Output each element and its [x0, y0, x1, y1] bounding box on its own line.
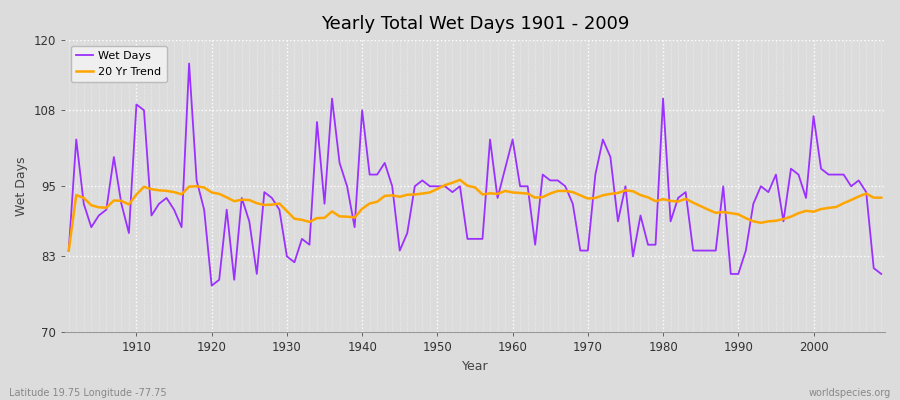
Text: worldspecies.org: worldspecies.org — [809, 388, 891, 398]
Text: Latitude 19.75 Longitude -77.75: Latitude 19.75 Longitude -77.75 — [9, 388, 166, 398]
20 Yr Trend — [454, 178, 465, 182]
20 Yr Trend — [334, 214, 345, 219]
Y-axis label: Wet Days: Wet Days — [15, 156, 28, 216]
Wet Days — [304, 242, 315, 247]
20 Yr Trend — [508, 190, 518, 195]
Wet Days — [206, 283, 217, 288]
Wet Days — [63, 248, 74, 253]
20 Yr Trend — [876, 195, 886, 200]
Wet Days — [613, 219, 624, 224]
Legend: Wet Days, 20 Yr Trend: Wet Days, 20 Yr Trend — [70, 46, 167, 82]
Wet Days — [522, 184, 533, 189]
X-axis label: Year: Year — [462, 360, 489, 373]
Wet Days — [515, 184, 526, 189]
Wet Days — [349, 225, 360, 230]
Line: 20 Yr Trend: 20 Yr Trend — [68, 180, 881, 250]
20 Yr Trend — [605, 192, 616, 196]
Wet Days — [184, 61, 194, 66]
20 Yr Trend — [123, 202, 134, 207]
Title: Yearly Total Wet Days 1901 - 2009: Yearly Total Wet Days 1901 - 2009 — [320, 15, 629, 33]
20 Yr Trend — [63, 248, 74, 253]
Line: Wet Days: Wet Days — [68, 64, 881, 286]
20 Yr Trend — [515, 190, 526, 195]
Wet Days — [123, 231, 134, 236]
20 Yr Trend — [289, 216, 300, 221]
Wet Days — [876, 272, 886, 276]
